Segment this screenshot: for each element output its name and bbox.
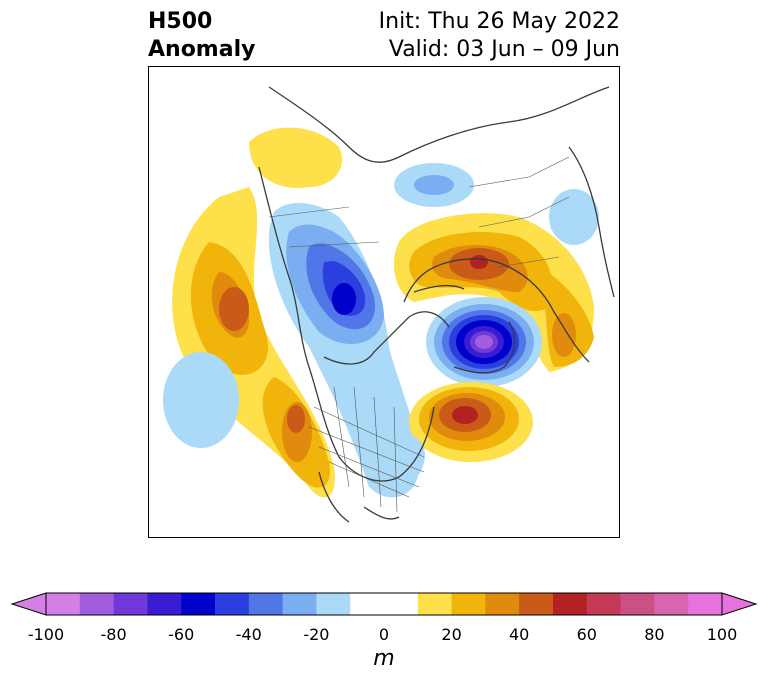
colorbar-outline [45,592,723,616]
anomaly-ridge-northwest [249,127,343,188]
anomaly-ridge-west [172,187,335,498]
colorbar-cell [316,593,351,615]
anomaly-trough-arctic [394,163,599,245]
colorbar-cell [350,593,385,615]
colorbar-cell [282,593,317,615]
colorbar-max-arrow [721,592,758,616]
colorbar-tick-label: -60 [168,625,195,644]
colorbar-cell [79,593,115,615]
anomaly-trough-canada [268,202,419,498]
colorbar-cell [654,593,689,615]
colorbar-cell [451,593,486,615]
colorbar [10,592,758,616]
colorbar-cell [417,593,453,615]
colorbar-cell [46,593,81,615]
colorbar-min-arrow [10,592,47,616]
colorbar-cell [688,593,723,615]
colorbar-cell [553,593,588,615]
colorbar-cell [519,593,554,615]
colorbar-cell [384,593,419,615]
colorbar-cell [620,593,655,615]
colorbar-unit: m [373,646,395,671]
title-line-1: H500 [148,9,213,34]
colorbar-tick-label: 60 [576,625,597,644]
anomaly-ridge-eurasia [394,213,594,372]
colorbar-cell [215,593,250,615]
colorbar-cell [113,593,148,615]
colorbar-tick-label: -40 [235,625,262,644]
colorbar-tick-label: 80 [644,625,665,644]
anomaly-trough-pacific [163,352,239,448]
colorbar-cell [147,593,182,615]
forecast-dates: Init: Thu 26 May 2022 Valid: 03 Jun – 09… [379,8,620,64]
colorbar-tick-label: 20 [441,625,462,644]
anomaly-ridge-north-atlantic [409,382,533,462]
colorbar-cell [586,593,622,615]
colorbar-cell [181,593,216,615]
colorbar-tick-label: 40 [509,625,530,644]
colorbar-tick-label: 0 [378,625,390,644]
colorbar-tick-label: 100 [706,625,738,644]
political-borders [268,156,570,513]
colorbar-cell [485,593,520,615]
map-panel [148,66,620,538]
colorbar-tick-label: -20 [303,625,330,644]
coastlines [258,86,615,523]
anomaly-map [163,86,615,523]
title-line-2: Anomaly [148,37,256,62]
init-date: Init: Thu 26 May 2022 [378,9,620,34]
colorbar-cells [46,593,723,615]
anomaly-trough-atlantic [426,297,542,387]
colorbar-tick-label: -80 [100,625,127,644]
colorbar-cell [248,593,284,615]
map-title: H500 Anomaly [148,8,255,64]
colorbar-tick-label: -100 [27,625,65,644]
valid-range: Valid: 03 Jun – 09 Jun [388,37,620,62]
